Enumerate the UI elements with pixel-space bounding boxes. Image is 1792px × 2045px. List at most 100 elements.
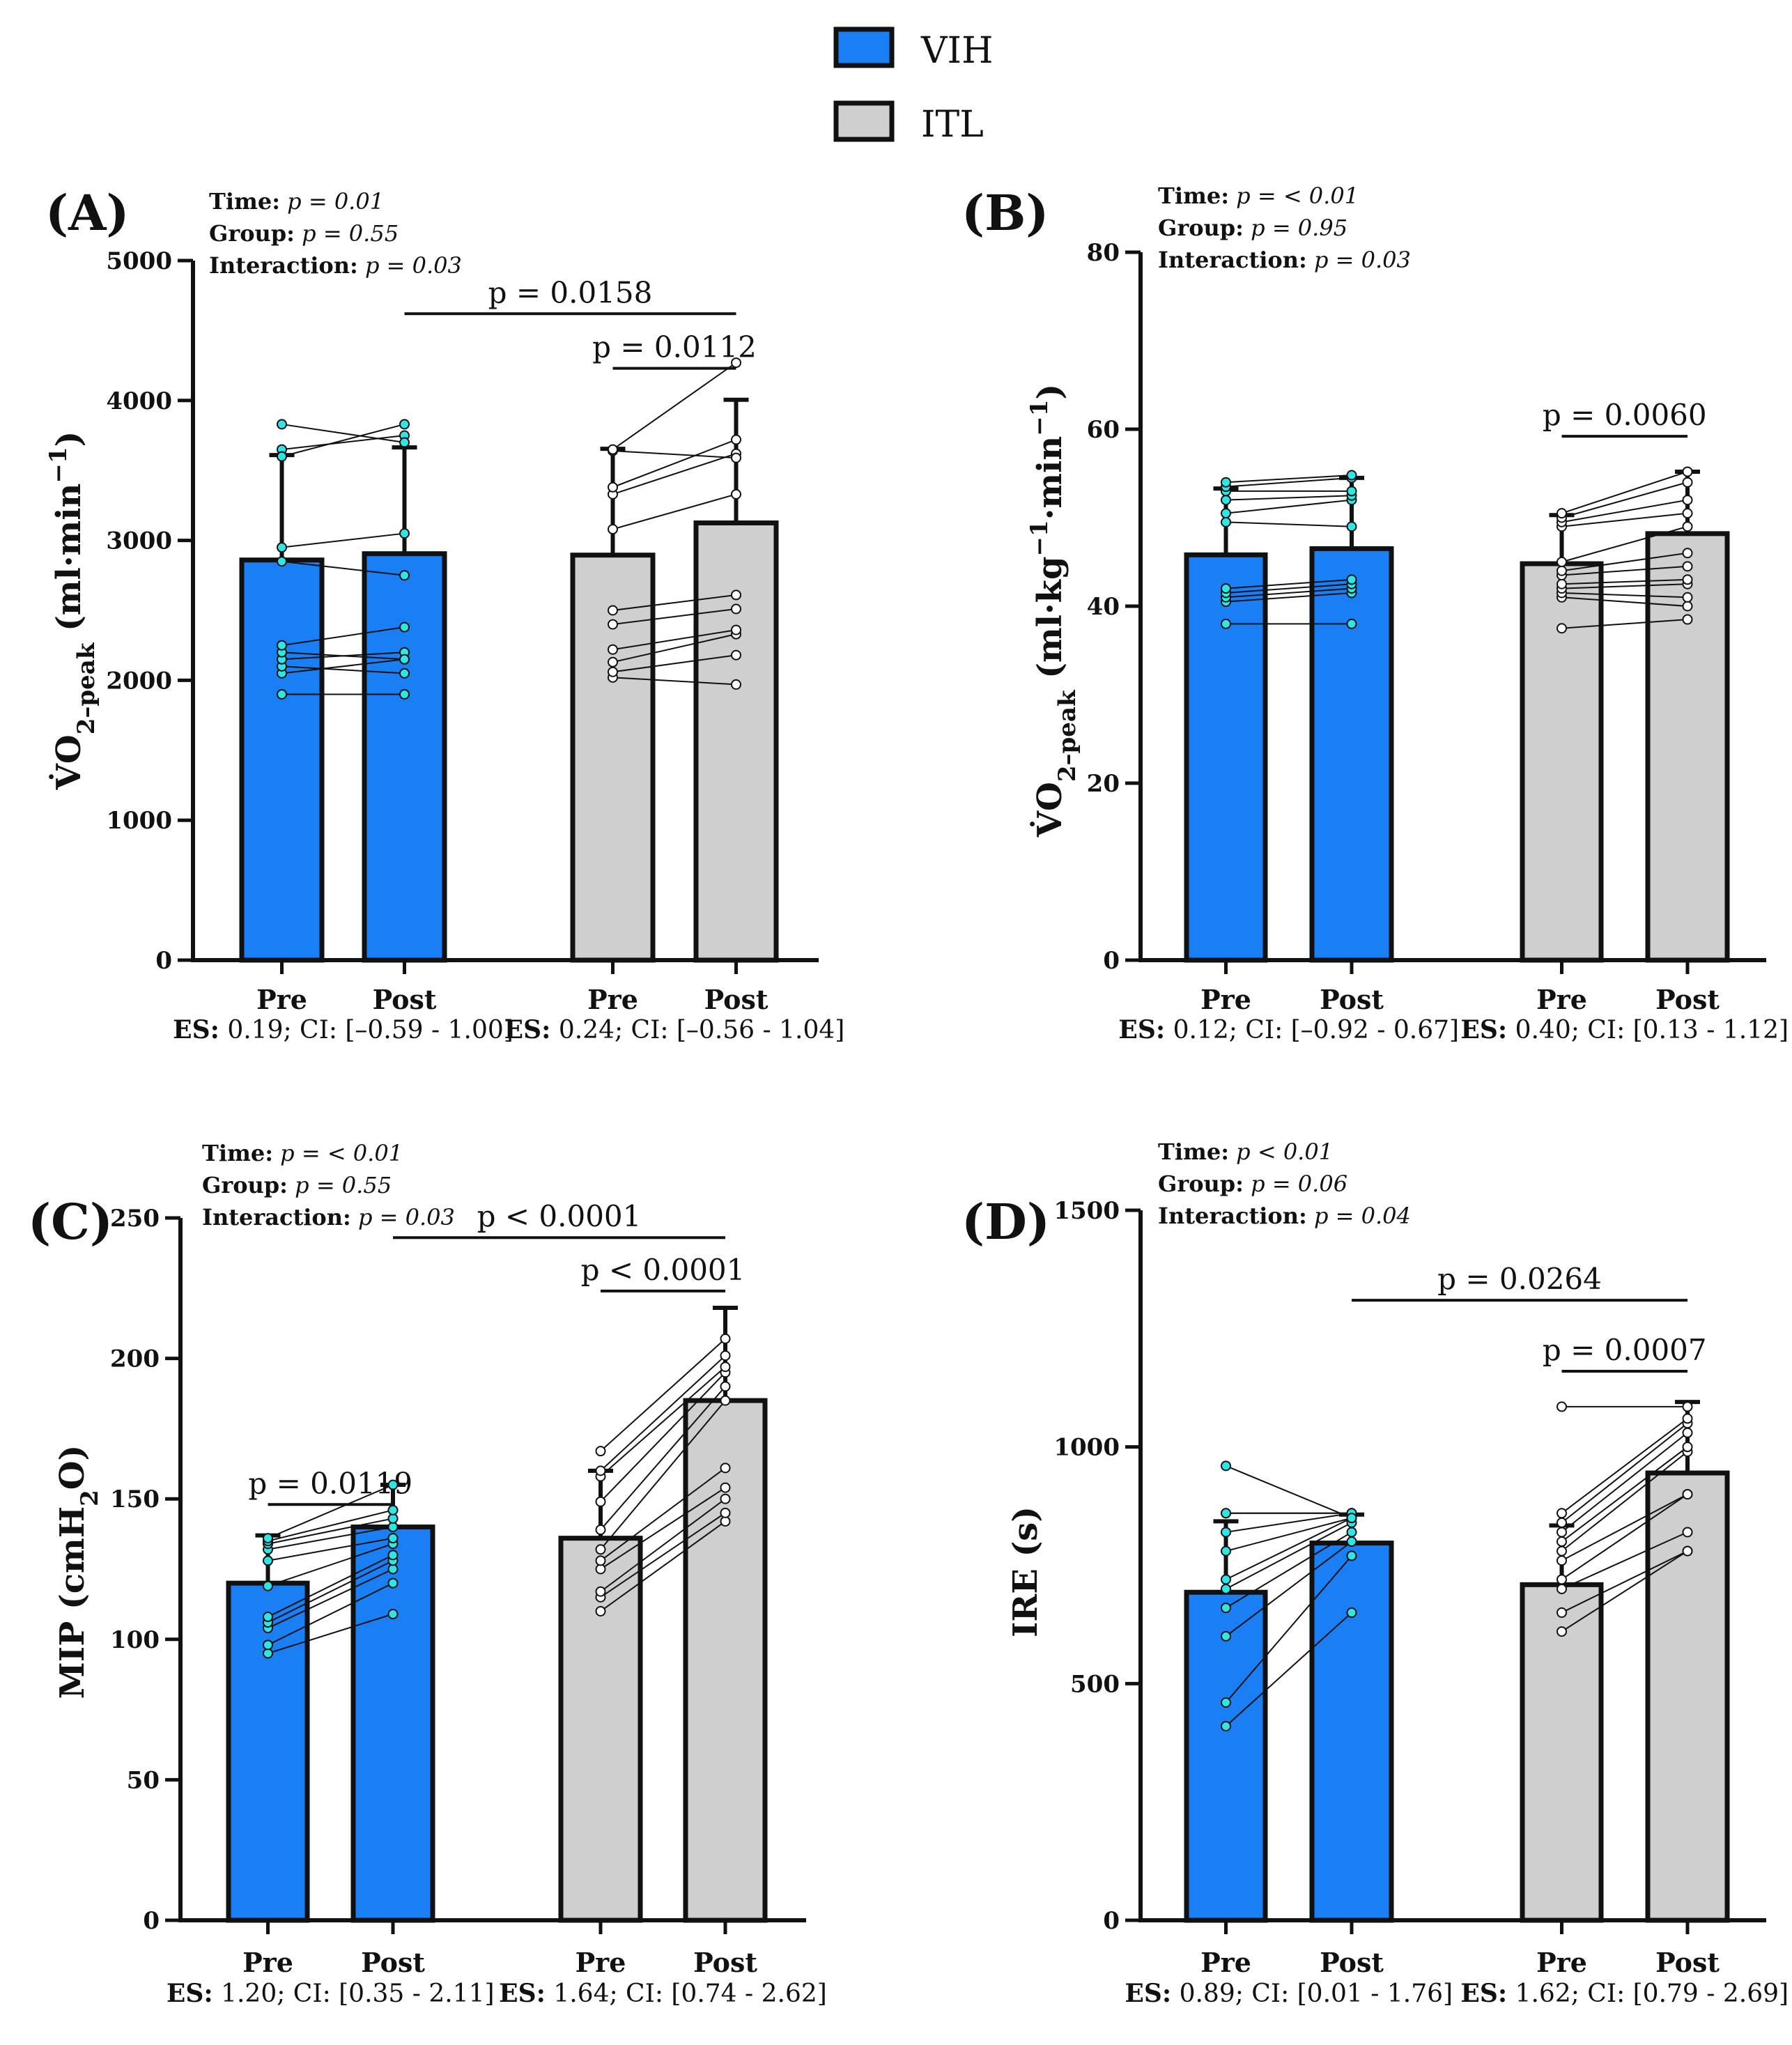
subject-line — [1561, 1451, 1688, 1552]
subject-line — [600, 1498, 726, 1593]
panel-label: (C) — [28, 1193, 113, 1251]
subject-point-pre — [1557, 1527, 1567, 1538]
subject-point-post — [731, 649, 741, 661]
effect-size-text: 1.62; CI: [0.79 - 2.69] — [1507, 1980, 1789, 2008]
subject-point-pre — [595, 1525, 606, 1536]
stats-label: Interaction: — [209, 252, 358, 279]
effect-size-bold: ES: — [1460, 1979, 1507, 2008]
subject-point-pre — [263, 1648, 273, 1659]
subject-point-pre — [1557, 508, 1567, 519]
subject-line — [1561, 471, 1688, 514]
subject-point-post — [720, 1350, 731, 1361]
subject-point-post — [1682, 592, 1693, 603]
subject-line — [1561, 592, 1688, 599]
subject-line — [600, 1355, 726, 1472]
subject-line — [600, 1487, 726, 1570]
subject-point-post — [1346, 1527, 1357, 1538]
stats-label: Time: — [202, 1140, 273, 1166]
subject-line — [281, 665, 405, 674]
subject-line — [1226, 1517, 1352, 1580]
y-tick-label: 0 — [1103, 947, 1120, 975]
y-axis-label-text: ·min — [1030, 436, 1069, 520]
subject-point-pre — [1221, 1460, 1231, 1472]
y-axis-label-sup: −1 — [45, 447, 72, 483]
y-tick-label: 100 — [110, 1626, 160, 1654]
subject-line — [612, 677, 736, 686]
subject-line — [281, 435, 405, 451]
bar-vih-post — [1309, 546, 1394, 963]
subject-line — [1561, 1418, 1688, 1514]
x-tick-label: Pre — [1536, 1947, 1587, 1978]
subject-point-pre — [595, 1446, 606, 1457]
stats-line: Time: p = < 0.01 — [202, 1140, 403, 1166]
stats-line: Time: p = 0.01 — [209, 188, 384, 215]
y-tick-label: 1000 — [1053, 1434, 1120, 1462]
subject-point-pre — [1557, 565, 1567, 576]
subject-point-pre — [608, 481, 618, 493]
subject-point-post — [399, 570, 410, 581]
subject-line — [281, 423, 405, 444]
subject-point-post — [1346, 1536, 1357, 1548]
subject-point-post — [387, 1564, 399, 1575]
subject-point-pre — [1557, 623, 1567, 634]
subject-point-post — [1682, 521, 1693, 532]
x-tick-label: Pre — [587, 984, 638, 1015]
legend-label: VIH — [920, 30, 993, 72]
stats-line: Group: p = 0.55 — [209, 220, 399, 247]
subject-point-pre — [595, 1605, 606, 1616]
subject-point-post — [1346, 1550, 1357, 1561]
subject-line — [612, 654, 736, 673]
subject-point-pre — [1557, 1517, 1567, 1528]
x-tick-label: Pre — [1536, 984, 1587, 1015]
stats-value: p = < 0.01 — [1229, 183, 1359, 209]
subject-point-pre — [277, 688, 287, 700]
stats-value: p = 0.03 — [358, 252, 462, 279]
y-tick-label: 250 — [110, 1205, 160, 1233]
y-tick-label: 0 — [1103, 1907, 1120, 1935]
stats-label: Group: — [209, 220, 295, 247]
subject-point-post — [1682, 477, 1693, 488]
subject-line — [281, 423, 405, 458]
subject-point-post — [1682, 561, 1693, 572]
subject-point-post — [1346, 521, 1357, 532]
effect-size-text: 0.24; CI: [–0.56 - 1.04] — [550, 1016, 844, 1044]
stats-value: p = 0.95 — [1244, 215, 1347, 241]
x-tick-label: Pre — [576, 1947, 626, 1978]
subject-point-pre — [595, 1496, 606, 1507]
stats-label: Interaction: — [1158, 247, 1307, 273]
subject-line — [1561, 578, 1688, 585]
subject-point-pre — [608, 524, 618, 535]
bar-itl-pre — [570, 553, 656, 963]
x-tick-label: Post — [1655, 1947, 1720, 1978]
subject-point-pre — [1221, 1697, 1231, 1708]
stats-value: p = 0.01 — [280, 188, 384, 215]
y-tick-label: 20 — [1087, 770, 1120, 798]
subject-point-pre — [1221, 1583, 1231, 1594]
subject-point-post — [387, 1479, 399, 1490]
panel-b: (B) Time: p = < 0.01 Group: p = 0.95 Intera… — [961, 183, 1789, 1044]
subject-line — [1561, 1531, 1688, 1590]
x-tick-label: Post — [693, 1947, 757, 1978]
subject-point-post — [1682, 1413, 1693, 1424]
bar-itl-pre — [558, 1536, 643, 1923]
subject-line — [281, 651, 405, 661]
subject-point-pre — [1557, 1583, 1567, 1594]
subject-line — [1561, 619, 1688, 629]
subject-point-post — [399, 688, 410, 700]
bar-vih-post — [1309, 1541, 1394, 1923]
subject-point-pre — [608, 666, 618, 677]
stats-label: Group: — [1158, 1171, 1244, 1197]
subject-point-post — [1682, 1427, 1693, 1438]
stats-line: Group: p = 0.95 — [1158, 215, 1347, 241]
subject-point-pre — [608, 656, 618, 667]
subject-point-pre — [1221, 1527, 1231, 1538]
y-axis-label: IRE (s) — [1006, 1506, 1045, 1637]
effect-size-bold: ES: — [1125, 1979, 1171, 2008]
subject-point-post — [1682, 614, 1693, 625]
y-axis-label: V̇O2–peak (ml·min−1) — [45, 431, 100, 791]
subject-line — [1561, 1493, 1688, 1580]
y-tick-label: 500 — [1070, 1670, 1120, 1698]
subject-line — [600, 1372, 726, 1502]
stats-value: p = 0.04 — [1307, 1203, 1411, 1229]
subject-point-post — [1682, 1545, 1693, 1557]
